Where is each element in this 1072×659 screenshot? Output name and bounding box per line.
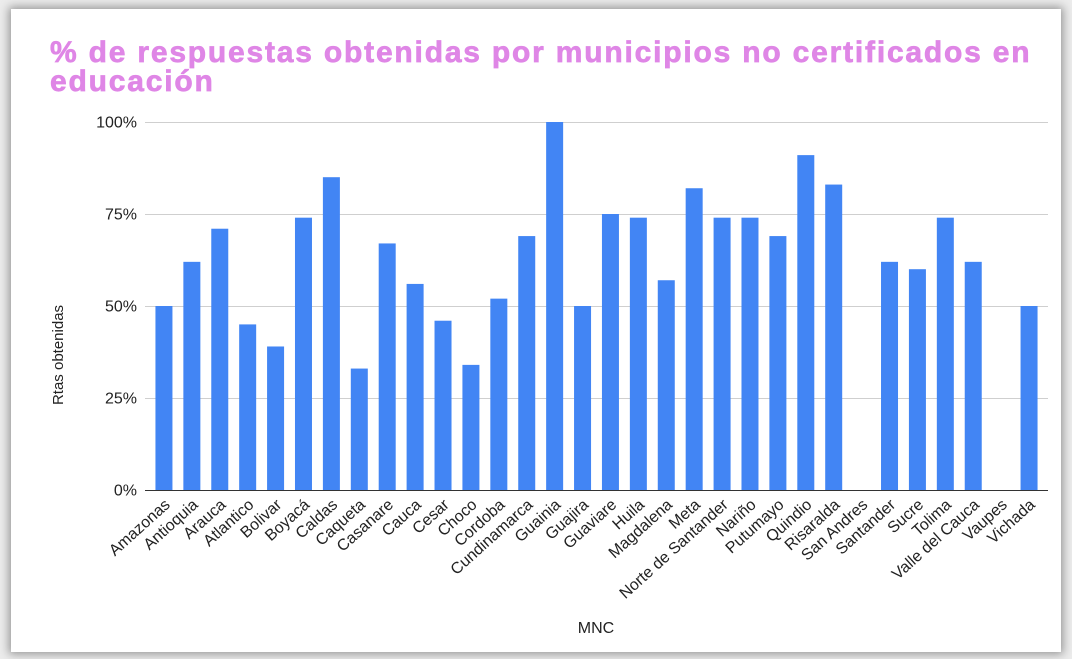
bar-norte-de-santander <box>713 217 731 490</box>
bar-atlantico <box>239 324 257 490</box>
y-tick-label: 0% <box>114 483 137 500</box>
bar-caldas <box>322 177 340 490</box>
bar-narino <box>741 217 759 490</box>
bar-casanare <box>378 243 396 490</box>
bar-sucre <box>908 269 926 490</box>
y-tick-label: 75% <box>105 207 137 224</box>
bar-huila <box>629 217 647 490</box>
y-tick-label: 50% <box>105 299 137 316</box>
bars <box>155 122 1038 491</box>
chart-title: % de respuestas obtenidas por municipios… <box>50 36 1032 98</box>
bar-valle-del-cauca <box>964 261 982 490</box>
y-tick-label: 25% <box>105 391 137 408</box>
x-axis-ticks: AmazonasAntioquiaAraucaAtlanticoBolivarB… <box>106 496 1039 603</box>
bar-santander <box>881 261 899 490</box>
bar-guaviare <box>601 214 619 490</box>
bar-tolima <box>936 217 954 490</box>
bar-risaralda <box>825 184 843 490</box>
bar-cesar <box>434 320 452 490</box>
y-axis-title: Rtas obtenidas <box>50 305 67 405</box>
bar-meta <box>685 188 703 491</box>
bar-caqueta <box>350 368 368 490</box>
bar-guainia <box>546 122 564 490</box>
bar-amazonas <box>155 306 173 490</box>
bar-magdalena <box>657 280 675 490</box>
y-axis-ticks: 0% 25% 50% 75% 100% <box>96 115 137 500</box>
bar-guajira <box>574 306 592 490</box>
bar-vichada <box>1020 306 1038 490</box>
bar-cundinamarca <box>518 236 536 490</box>
bar-quindio <box>797 155 815 490</box>
bar-bolivar <box>267 346 285 490</box>
bar-choco <box>462 364 480 490</box>
bar-cordoba <box>490 298 508 490</box>
bar-cauca <box>406 283 424 490</box>
bar-putumayo <box>769 236 787 490</box>
bar-antioquia <box>183 261 201 490</box>
x-axis-title: MNC <box>578 620 614 637</box>
bar-boyaca <box>294 217 312 490</box>
bar-arauca <box>211 228 229 490</box>
y-tick-label: 100% <box>96 115 137 132</box>
